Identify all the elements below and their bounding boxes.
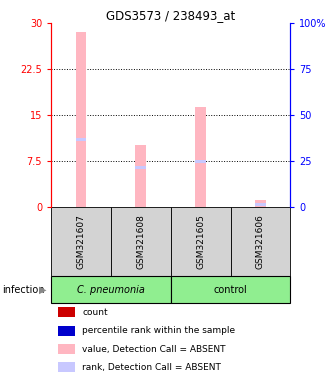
Bar [255, 200, 266, 207]
Bar [76, 138, 86, 141]
Bar [58, 326, 75, 336]
Text: GSM321608: GSM321608 [136, 215, 146, 269]
Bar [195, 107, 206, 207]
Text: GSM321605: GSM321605 [196, 215, 205, 269]
Bar [231, 207, 290, 276]
Text: count: count [82, 308, 108, 317]
Text: value, Detection Call = ABSENT: value, Detection Call = ABSENT [82, 344, 226, 354]
Text: infection: infection [2, 285, 44, 295]
Bar [111, 207, 171, 276]
Text: rank, Detection Call = ABSENT: rank, Detection Call = ABSENT [82, 363, 221, 372]
Bar [171, 276, 290, 303]
Text: percentile rank within the sample: percentile rank within the sample [82, 326, 235, 335]
Bar [58, 362, 75, 372]
Bar [136, 145, 146, 207]
Bar [51, 207, 111, 276]
Text: GSM321607: GSM321607 [77, 215, 85, 269]
Text: ▶: ▶ [39, 285, 47, 295]
Text: control: control [214, 285, 248, 295]
Bar [58, 307, 75, 317]
Bar [171, 207, 231, 276]
Bar [76, 32, 86, 207]
Bar [136, 166, 146, 169]
Bar [255, 203, 266, 206]
Bar [195, 160, 206, 163]
Bar [51, 276, 171, 303]
Text: C. pneumonia: C. pneumonia [77, 285, 145, 295]
Title: GDS3573 / 238493_at: GDS3573 / 238493_at [106, 9, 235, 22]
Bar [58, 344, 75, 354]
Text: GSM321606: GSM321606 [256, 215, 265, 269]
